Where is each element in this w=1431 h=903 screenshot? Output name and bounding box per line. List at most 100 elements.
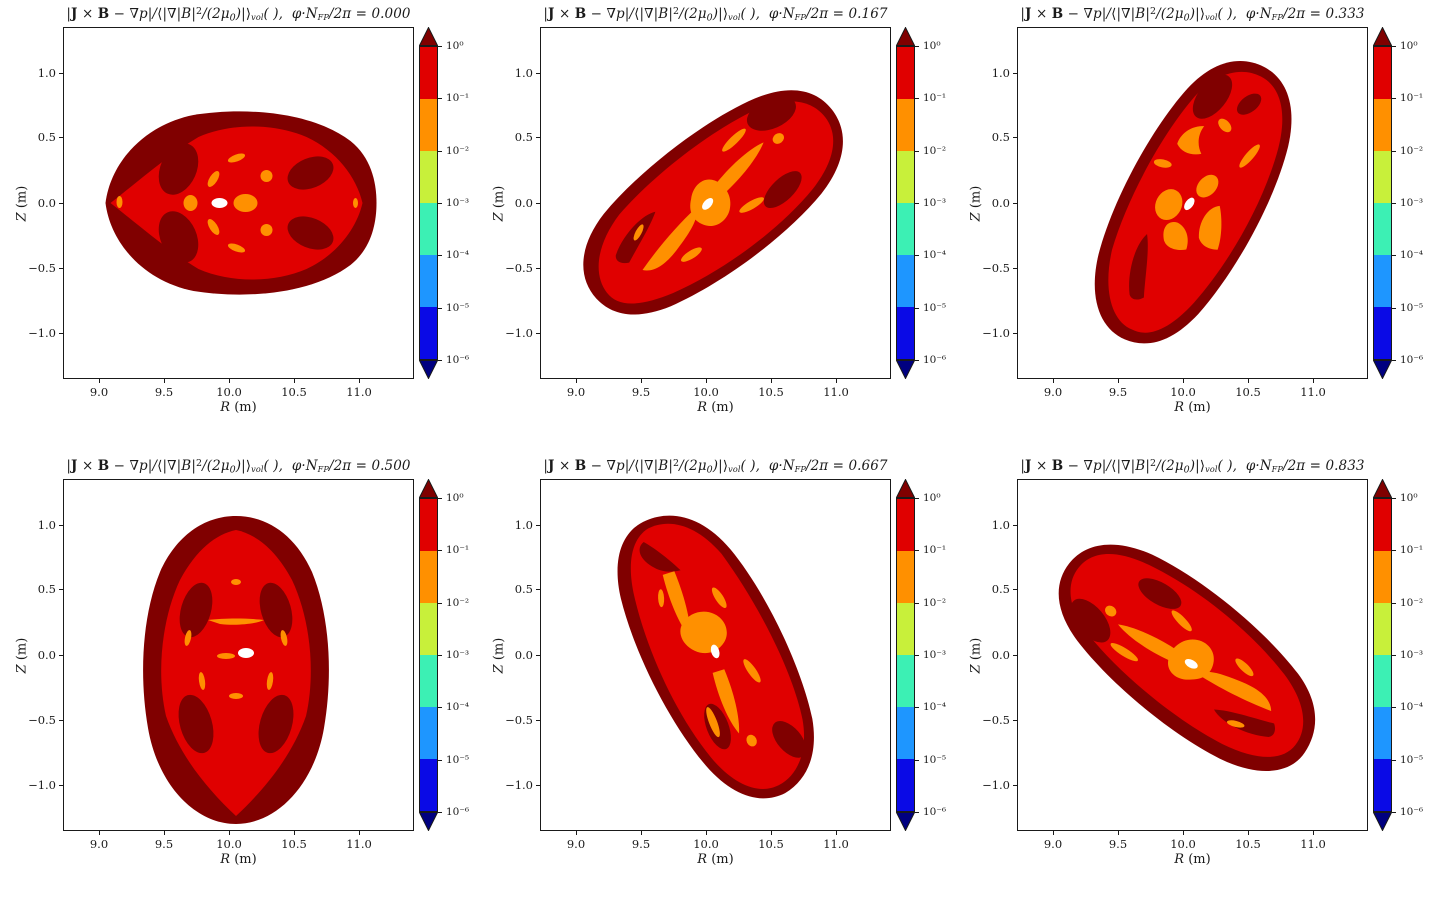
yticklabel-0-0: 1.0: [37, 66, 56, 80]
colorbar-tick-0-3: [438, 203, 442, 204]
xtick-4-0: [576, 831, 578, 835]
colorbar-tick-1-4: [915, 255, 919, 256]
yaxis-unit-4: (m): [491, 637, 507, 660]
yaxis-unit-0: (m): [14, 185, 30, 208]
ytick-1-2: [536, 203, 540, 205]
panel-title-3: |J × B − ∇p|/⟨|∇|B|2/(2μ0)|⟩vol( ), φ·NF…: [66, 458, 411, 476]
colorbar-under-arrow-3: [419, 812, 438, 831]
colorbar-band-1-0: [897, 47, 914, 99]
yaxis-symbol-4: Z: [491, 663, 507, 673]
xtick-5-4: [1313, 831, 1315, 835]
yticklabel-1-1: 0.5: [514, 130, 533, 144]
colorbar-band-2-2: [1374, 151, 1391, 203]
colorbar-band-5-4: [1374, 707, 1391, 759]
colorbar-band-3-2: [420, 603, 437, 655]
yticklabel-5-2: 0.0: [991, 648, 1010, 662]
colorbar-label-2-6: 10⁻⁶: [1400, 354, 1424, 366]
plot-area-3: 1.0 0.5 0.0 −0.5 −1.0 9.0 9.5 10.0 10.5 …: [28, 479, 414, 851]
colorbar-tick-0-0: [438, 46, 442, 47]
contour-plot-2: [1094, 60, 1292, 344]
colorbar-gradient-2: [1373, 46, 1392, 360]
colorbar-label-1-5: 10⁻⁵: [923, 302, 947, 314]
ytick-4-1: [536, 589, 540, 591]
panel-title-1: |J × B − ∇p|/⟨|∇|B|2/(2μ0)|⟩vol( ), φ·NF…: [543, 6, 888, 24]
xaxis-unit-0: (m): [234, 400, 257, 415]
xtick-4-4: [836, 831, 838, 835]
colorbar-tick-1-3: [915, 203, 919, 204]
xticklabel-4-1: 9.5: [631, 837, 651, 851]
xaxis-symbol-5: R: [1174, 852, 1185, 867]
xticklabel-4-2: 10.0: [693, 837, 719, 851]
contour-plot-3: [143, 516, 329, 824]
xtick-1-1: [641, 379, 643, 383]
yticklabel-3-4: −1.0: [28, 778, 56, 792]
colorbar-band-4-5: [897, 759, 914, 811]
xaxis-symbol-2: R: [1174, 400, 1185, 415]
yaxis-label-4: Z (m): [490, 479, 508, 831]
xtick-0-2: [229, 379, 231, 383]
colorbar-gradient-1: [896, 46, 915, 360]
colorbar-band-0-3: [420, 203, 437, 255]
yaxis-symbol-5: Z: [968, 663, 984, 673]
xticklabel-2-1: 9.5: [1108, 385, 1128, 399]
colorbar-over-arrow-5: [1373, 479, 1392, 498]
yaxis-symbol-2: Z: [968, 211, 984, 221]
phase-value-1: 0.167: [848, 6, 888, 23]
xticklabel-0-1: 9.5: [154, 385, 174, 399]
colorbar-over-arrow-0: [419, 27, 438, 46]
ytick-0-4: [59, 333, 63, 335]
xtick-5-2: [1183, 831, 1185, 835]
panel-5: |J × B − ∇p|/⟨|∇|B|2/(2μ0)|⟩vol( ), φ·NF…: [954, 452, 1431, 903]
colorbar-tick-4-6: [915, 812, 919, 813]
yticklabel-0-2: 0.0: [37, 196, 56, 210]
colorbar-under-arrow-4: [896, 812, 915, 831]
yticklabel-2-0: 1.0: [991, 66, 1010, 80]
colorbar-label-4-3: 10⁻³: [923, 649, 947, 661]
plot-area-1: 1.0 0.5 0.0 −0.5 −1.0 9.0 9.5 10.0 10.5 …: [505, 27, 891, 399]
yticklabel-1-2: 0.0: [514, 196, 533, 210]
colorbar-label-0-4: 10⁻⁴: [446, 249, 470, 261]
yticklabel-3-3: −0.5: [28, 713, 56, 727]
phase-value-2: 0.333: [1325, 6, 1365, 23]
colorbar-tick-2-6: [1392, 360, 1396, 361]
colorbar-tick-2-0: [1392, 46, 1396, 47]
colorbar-tick-3-4: [438, 707, 442, 708]
colorbar-band-4-4: [897, 707, 914, 759]
panel-1: |J × B − ∇p|/⟨|∇|B|2/(2μ0)|⟩vol( ), φ·NF…: [477, 0, 954, 451]
xticklabel-3-4: 11.0: [346, 837, 372, 851]
xtick-1-0: [576, 379, 578, 383]
yticklabel-5-3: −0.5: [982, 713, 1010, 727]
colorbar-band-0-2: [420, 151, 437, 203]
yticklabel-2-4: −1.0: [982, 326, 1010, 340]
colorbar-label-2-5: 10⁻⁵: [1400, 302, 1424, 314]
colorbar-tick-5-3: [1392, 655, 1396, 656]
colorbar-tick-4-1: [915, 550, 919, 551]
colorbar-band-5-3: [1374, 655, 1391, 707]
colorbar-under-arrow-2: [1373, 360, 1392, 379]
colorbar-tick-5-6: [1392, 812, 1396, 813]
colorbar-gradient-0: [419, 46, 438, 360]
xticklabel-1-2: 10.0: [693, 385, 719, 399]
xtick-0-0: [99, 379, 101, 383]
ytick-3-1: [59, 589, 63, 591]
colorbar-under-arrow-1: [896, 360, 915, 379]
yticklabel-5-1: 0.5: [991, 582, 1010, 596]
colorbar-tick-3-0: [438, 498, 442, 499]
colorbar-label-3-1: 10⁻¹: [446, 544, 470, 556]
colorbar-label-4-1: 10⁻¹: [923, 544, 947, 556]
xaxis-symbol-3: R: [220, 852, 231, 867]
xtick-2-2: [1183, 379, 1185, 383]
colorbar-band-0-4: [420, 255, 437, 307]
xtick-3-1: [164, 831, 166, 835]
ytick-1-3: [536, 268, 540, 270]
xaxis-symbol-4: R: [697, 852, 708, 867]
yticklabel-0-4: −1.0: [28, 326, 56, 340]
ytick-0-1: [59, 137, 63, 139]
colorbar-tick-1-6: [915, 360, 919, 361]
colorbar-tick-2-3: [1392, 203, 1396, 204]
xticklabel-2-3: 10.5: [1235, 385, 1261, 399]
yaxis-unit-5: (m): [968, 637, 984, 660]
colorbar-label-0-0: 10⁰: [446, 40, 464, 52]
colorbar-band-4-2: [897, 603, 914, 655]
colorbar-label-2-3: 10⁻³: [1400, 197, 1424, 209]
